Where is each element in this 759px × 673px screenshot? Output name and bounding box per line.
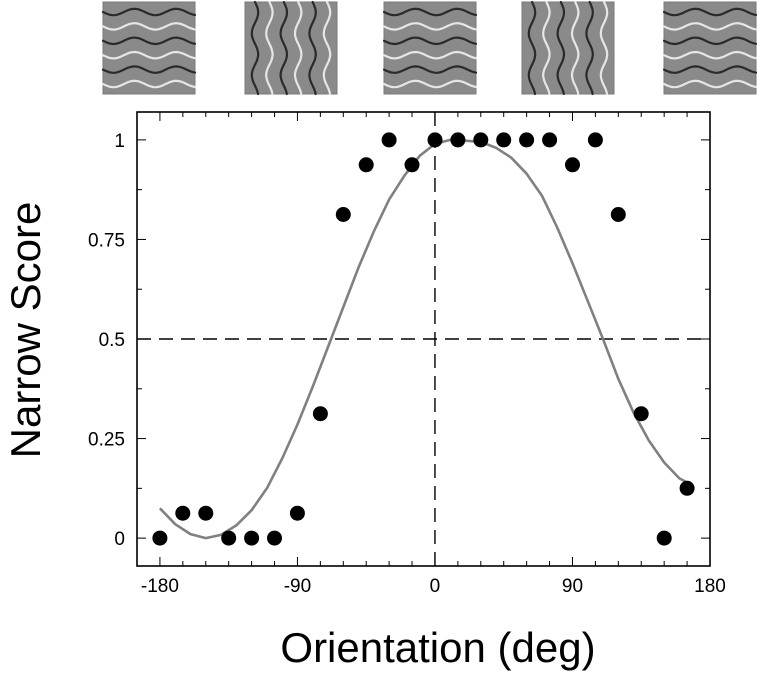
stimulus-stripe — [101, 79, 197, 89]
stimulus-background — [244, 1, 338, 95]
data-point — [381, 132, 397, 148]
stimulus-background — [102, 1, 196, 95]
data-point — [358, 157, 374, 173]
y-tick-label: 0 — [114, 529, 125, 550]
data-point — [542, 132, 558, 148]
stimulus-background — [383, 1, 477, 95]
stimulus-stripe — [322, 0, 332, 96]
stimulus-stripe — [382, 79, 478, 89]
y-tick-label: 0.75 — [88, 230, 125, 251]
data-point — [565, 157, 580, 173]
stimulus-stripe — [279, 0, 289, 96]
axis-ticks: -180 -90 0 90 180 0 0.25 0.5 0.75 1 — [88, 112, 726, 597]
x-axis-title: Orientation (deg) — [280, 624, 595, 671]
x-tick-label: 180 — [694, 576, 726, 597]
x-tick-label: -90 — [284, 576, 311, 597]
stimulus-horizontal — [382, 1, 478, 95]
data-point — [404, 157, 420, 173]
stimulus-stripe — [599, 0, 609, 96]
stimulus-stripe — [293, 0, 303, 96]
stimulus-stripe — [662, 79, 758, 89]
stimulus-stripe — [382, 36, 478, 46]
stimulus-stripe — [250, 0, 260, 96]
data-point — [198, 505, 214, 521]
data-point — [427, 132, 443, 148]
stimulus-horizontal — [101, 1, 197, 95]
data-point — [610, 207, 626, 222]
data-point — [221, 530, 237, 546]
stimulus-stripe — [542, 0, 551, 96]
stimulus-vertical — [244, 0, 338, 96]
stimulus-stripe — [527, 0, 537, 96]
stimulus-stripe — [101, 7, 197, 17]
stimulus-vertical — [521, 0, 615, 96]
data-point — [679, 480, 695, 496]
stimulus-stripe — [265, 0, 274, 96]
stimulus-stripe — [662, 22, 758, 31]
data-point — [519, 132, 535, 148]
data-point — [473, 132, 489, 148]
stimulus-stripe — [101, 36, 197, 46]
data-point — [335, 207, 351, 222]
stimulus-background — [521, 1, 615, 95]
stimulus-stripe — [382, 22, 478, 31]
stimulus-stripe — [556, 0, 566, 96]
fit-curve-layer — [158, 138, 688, 540]
data-point — [656, 530, 672, 546]
y-tick-label: 0.5 — [99, 330, 125, 351]
stimulus-stripe — [662, 7, 758, 17]
data-points — [152, 132, 695, 546]
stimulus-stripe — [101, 65, 197, 74]
stimulus-stripe — [101, 22, 197, 31]
stimulus-stripe — [308, 0, 317, 96]
stimulus-stripe — [662, 36, 758, 46]
data-point — [496, 132, 512, 148]
data-point — [152, 530, 168, 546]
x-tick-label: 90 — [562, 576, 583, 597]
y-axis-title: Narrow Score — [2, 202, 49, 459]
data-point — [633, 406, 649, 422]
stimulus-stripe — [382, 50, 478, 60]
stimulus-stripe — [662, 50, 758, 60]
data-point — [267, 530, 282, 546]
fit-curve — [158, 138, 688, 540]
data-point — [587, 132, 603, 148]
stimulus-horizontal — [662, 1, 758, 95]
stimulus-stripe — [662, 65, 758, 74]
data-point — [450, 132, 466, 148]
stimulus-stripe — [382, 65, 478, 74]
stimulus-stripe — [570, 0, 580, 96]
data-point — [244, 530, 260, 546]
x-tick-label: -180 — [141, 576, 179, 597]
y-tick-label: 0.25 — [88, 430, 125, 451]
stimulus-row — [101, 0, 758, 96]
x-tick-label: 0 — [430, 576, 441, 597]
stimulus-background — [663, 1, 757, 95]
data-point — [175, 505, 191, 521]
stimulus-stripe — [101, 50, 197, 60]
reference-lines — [137, 112, 710, 566]
data-point — [312, 406, 328, 422]
data-point — [289, 505, 305, 521]
y-tick-label: 1 — [114, 131, 125, 152]
stimulus-stripe — [585, 0, 594, 96]
stimulus-stripe — [382, 7, 478, 17]
